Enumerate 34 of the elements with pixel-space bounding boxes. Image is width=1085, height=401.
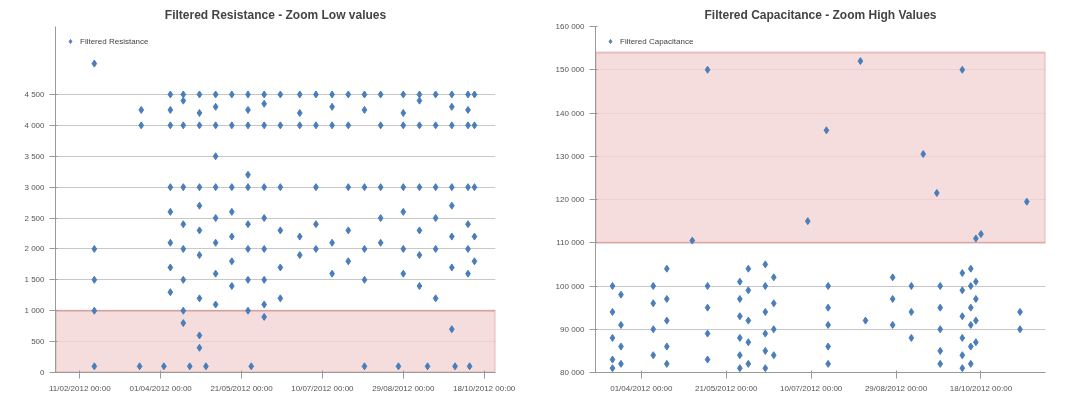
y-tick-label: 500 bbox=[31, 337, 46, 347]
y-tick-label: 4 000 bbox=[24, 120, 46, 130]
x-tick-label: 29/08/2012 00:00 bbox=[864, 383, 928, 393]
y-tick-label: 3 000 bbox=[24, 182, 46, 192]
x-tick-label: 01/04/2012 00:00 bbox=[129, 383, 193, 393]
y-tick-label: 80 000 bbox=[560, 368, 586, 377]
y-tick-label: 1 500 bbox=[24, 275, 46, 285]
y-tick-label: 130 000 bbox=[555, 151, 586, 161]
y-tick-label: 2 000 bbox=[24, 244, 46, 254]
y-tick-label: 1 000 bbox=[24, 306, 46, 316]
y-tick-label: 160 000 bbox=[555, 22, 586, 31]
x-tick-label: 18/10/2012 00:00 bbox=[949, 383, 1013, 393]
legend-label: Filtered Capacitance bbox=[620, 36, 694, 46]
x-tick-label: 21/05/2012 00:00 bbox=[695, 383, 758, 393]
y-tick-label: 90 000 bbox=[560, 324, 586, 334]
legend-label: Filtered Resistance bbox=[80, 36, 149, 46]
y-tick-label: 0 bbox=[40, 368, 46, 377]
y-tick-label: 120 000 bbox=[555, 195, 586, 204]
x-tick-label: 01/04/2012 00:00 bbox=[610, 383, 674, 393]
x-tick-label: 18/10/2012 00:00 bbox=[453, 383, 516, 393]
y-tick-label: 150 000 bbox=[555, 65, 586, 75]
chart-title: Filtered Resistance - Zoom Low values bbox=[164, 7, 387, 22]
x-tick-label: 21/05/2012 00:00 bbox=[210, 383, 274, 393]
x-tick-label: 11/02/2012 00:00 bbox=[48, 383, 112, 393]
y-tick-label: 100 000 bbox=[555, 281, 586, 291]
x-tick-label: 29/08/2012 00:00 bbox=[372, 383, 435, 393]
y-tick-label: 2 500 bbox=[24, 213, 46, 223]
x-tick-label: 10/07/2012 00:00 bbox=[780, 383, 843, 393]
y-tick-label: 4 500 bbox=[24, 89, 46, 99]
y-tick-label: 140 000 bbox=[555, 108, 586, 118]
y-tick-label: 110 000 bbox=[556, 238, 586, 248]
x-tick-label: 10/07/2012 00:00 bbox=[291, 383, 355, 393]
y-tick-label: 3 500 bbox=[24, 151, 46, 161]
chart-title: Filtered Capacitance - Zoom High Values bbox=[704, 7, 937, 22]
